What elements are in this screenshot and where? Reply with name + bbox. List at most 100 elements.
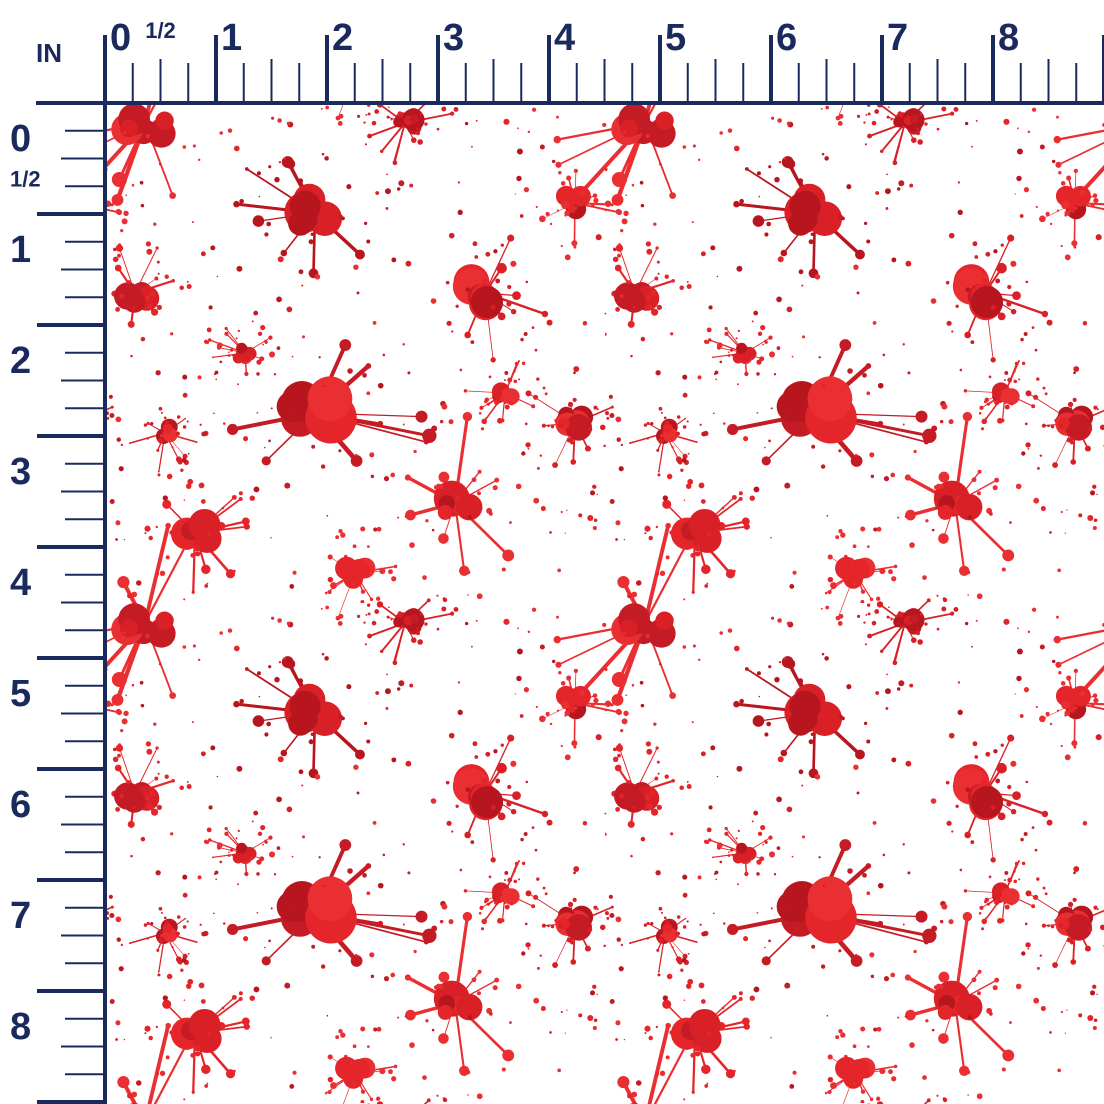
minor-tick bbox=[714, 59, 717, 103]
minor-tick bbox=[270, 59, 273, 103]
top-inch-label: 8 bbox=[998, 17, 1019, 59]
major-tick bbox=[991, 35, 995, 103]
minor-tick bbox=[65, 851, 105, 854]
top-half-label: 1/2 bbox=[145, 18, 176, 43]
minor-tick bbox=[65, 573, 105, 576]
top-inch-label: 0 bbox=[110, 17, 131, 59]
minor-tick bbox=[742, 63, 745, 103]
major-tick bbox=[436, 35, 440, 103]
minor-tick bbox=[65, 962, 105, 965]
minor-tick bbox=[853, 63, 856, 103]
minor-tick bbox=[603, 59, 606, 103]
minor-tick bbox=[65, 240, 105, 243]
minor-tick bbox=[65, 740, 105, 743]
left-inch-label: 8 bbox=[10, 1006, 31, 1048]
major-tick bbox=[37, 1100, 105, 1104]
minor-tick bbox=[159, 59, 162, 103]
top-inch-label: 1 bbox=[221, 17, 242, 59]
minor-tick bbox=[65, 1073, 105, 1076]
minor-tick bbox=[61, 934, 105, 937]
minor-tick bbox=[65, 129, 105, 132]
major-tick bbox=[547, 35, 551, 103]
left-inch-label: 6 bbox=[10, 784, 31, 826]
minor-tick bbox=[353, 63, 356, 103]
left-inch-label: 3 bbox=[10, 451, 31, 493]
minor-tick bbox=[242, 63, 245, 103]
fabric-print bbox=[105, 103, 1104, 1104]
left-inch-label: 5 bbox=[10, 673, 31, 715]
minor-tick bbox=[964, 63, 967, 103]
left-inch-label: 2 bbox=[10, 340, 31, 382]
minor-tick bbox=[464, 63, 467, 103]
minor-tick bbox=[65, 795, 105, 798]
minor-tick bbox=[520, 63, 523, 103]
minor-tick bbox=[409, 63, 412, 103]
left-inch-label: 1 bbox=[10, 229, 31, 271]
minor-tick bbox=[797, 63, 800, 103]
minor-tick bbox=[1047, 59, 1050, 103]
top-inch-label: 7 bbox=[887, 17, 908, 59]
minor-tick bbox=[65, 906, 105, 909]
top-inch-label: 2 bbox=[332, 17, 353, 59]
major-tick bbox=[37, 767, 105, 771]
unit-label: IN bbox=[36, 38, 62, 68]
major-tick bbox=[37, 545, 105, 549]
minor-tick bbox=[575, 63, 578, 103]
left-inch-label: 0 bbox=[10, 118, 31, 160]
minor-tick bbox=[131, 63, 134, 103]
minor-tick bbox=[381, 59, 384, 103]
minor-tick bbox=[825, 59, 828, 103]
major-tick bbox=[37, 101, 105, 105]
minor-tick bbox=[298, 63, 301, 103]
minor-tick bbox=[65, 407, 105, 410]
left-edge bbox=[103, 36, 107, 1104]
minor-tick bbox=[61, 379, 105, 382]
minor-tick bbox=[65, 462, 105, 465]
minor-tick bbox=[61, 712, 105, 715]
minor-tick bbox=[492, 59, 495, 103]
major-tick bbox=[769, 35, 773, 103]
major-tick bbox=[37, 323, 105, 327]
minor-tick bbox=[631, 63, 634, 103]
major-tick bbox=[37, 989, 105, 993]
minor-tick bbox=[65, 684, 105, 687]
major-tick bbox=[1102, 35, 1104, 103]
top-edge bbox=[36, 101, 1104, 105]
left-inch-label: 7 bbox=[10, 895, 31, 937]
major-tick bbox=[880, 35, 884, 103]
minor-tick bbox=[61, 490, 105, 493]
major-tick bbox=[658, 35, 662, 103]
top-inch-label: 5 bbox=[665, 17, 686, 59]
top-inch-label: 4 bbox=[554, 17, 575, 59]
minor-tick bbox=[187, 63, 190, 103]
minor-tick bbox=[65, 296, 105, 299]
minor-tick bbox=[908, 63, 911, 103]
minor-tick bbox=[1075, 63, 1078, 103]
major-tick bbox=[325, 35, 329, 103]
ruler: IN 001122334455667788991/21/2 bbox=[10, 17, 1104, 1104]
minor-tick bbox=[1019, 63, 1022, 103]
major-tick bbox=[37, 434, 105, 438]
minor-tick bbox=[936, 59, 939, 103]
minor-tick bbox=[65, 351, 105, 354]
minor-tick bbox=[61, 601, 105, 604]
major-tick bbox=[37, 212, 105, 216]
major-tick bbox=[214, 35, 218, 103]
major-tick bbox=[37, 878, 105, 882]
major-tick bbox=[103, 35, 107, 103]
left-half-label: 1/2 bbox=[10, 166, 41, 191]
top-inch-label: 3 bbox=[443, 17, 464, 59]
minor-tick bbox=[686, 63, 689, 103]
top-inch-label: 6 bbox=[776, 17, 797, 59]
minor-tick bbox=[61, 1045, 105, 1048]
minor-tick bbox=[61, 268, 105, 271]
minor-tick bbox=[65, 629, 105, 632]
minor-tick bbox=[65, 1017, 105, 1020]
minor-tick bbox=[65, 185, 105, 188]
major-tick bbox=[37, 656, 105, 660]
left-inch-label: 4 bbox=[10, 562, 31, 604]
minor-tick bbox=[65, 518, 105, 521]
minor-tick bbox=[61, 823, 105, 826]
minor-tick bbox=[61, 157, 105, 160]
